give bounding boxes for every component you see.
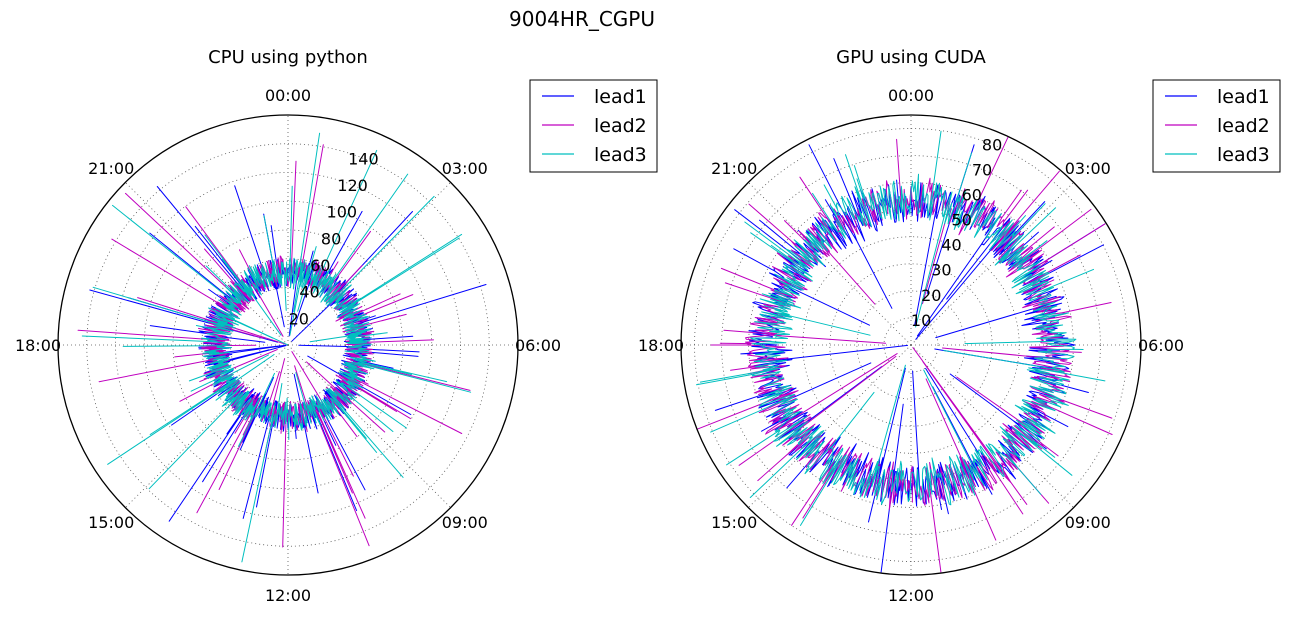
gpu-theta-label: 00:00: [888, 86, 934, 105]
figure-title: 9004HR_CGPU: [509, 7, 655, 31]
cpu-grid-spoke-5: [125, 344, 289, 508]
cpu-legend-box: [529, 79, 658, 173]
cpu-chart-title: CPU using python: [208, 47, 368, 68]
gpu-radial-tick-label: 50: [952, 211, 972, 230]
cpu-polar-panel: CPU using python 00:00 03:00 06:00 09:00 12:…: [15, 47, 658, 605]
cpu-theta-tick-labels: 00:00 03:00 06:00 09:00 12:00 15:00 18:00 21:00: [15, 86, 561, 605]
gpu-legend-box: [1152, 79, 1281, 173]
gpu-theta-label: 06:00: [1138, 336, 1184, 355]
gpu-theta-tick-labels: 00:00 03:00 06:00 09:00 12:00 15:00 18:00 21:00: [638, 86, 1184, 605]
cpu-grid-spoke-3: [287, 344, 451, 508]
cpu-grid-circle-2: [201, 258, 375, 432]
gpu-legend: lead1 lead2 lead3: [1152, 79, 1281, 173]
gpu-radial-tick-label: 30: [931, 261, 951, 280]
cpu-legend-label-lead2: lead2: [594, 115, 647, 137]
cpu-legend-label-lead1: lead1: [594, 86, 647, 108]
gpu-radial-tick-label: 40: [941, 236, 961, 255]
cpu-grid-circle-6: [86, 143, 490, 547]
gpu-radial-tick-label: 10: [911, 311, 931, 330]
gpu-series-group: [696, 130, 1113, 573]
cpu-legend-label-lead3: lead3: [594, 144, 647, 166]
gpu-grid-circle-1: [856, 290, 966, 400]
cpu-radial-tick-label: 20: [289, 309, 309, 328]
cpu-series-lead3: [81, 132, 472, 563]
cpu-polar-frame: [57, 114, 519, 576]
gpu-radial-tick-label: 60: [962, 186, 982, 205]
gpu-grid-circle-6: [721, 155, 1101, 535]
cpu-radial-tick-label: 80: [321, 229, 341, 248]
cpu-theta-label: 00:00: [265, 86, 311, 105]
cpu-radial-tick-label: 40: [299, 283, 319, 302]
cpu-series-group: [77, 132, 487, 563]
gpu-theta-label: 09:00: [1065, 513, 1111, 532]
cpu-radial-tick-label: 100: [327, 203, 358, 222]
cpu-theta-label: 06:00: [515, 336, 561, 355]
gpu-theta-label: 03:00: [1065, 159, 1111, 178]
gpu-grid-circle-2: [829, 263, 993, 427]
gpu-polar-frame: [680, 114, 1142, 576]
cpu-grid-circle-4: [143, 200, 433, 490]
cpu-radial-tick-label: 140: [348, 149, 379, 168]
cpu-grid-circle-3: [172, 229, 404, 461]
cpu-legend: lead1 lead2 lead3: [529, 79, 658, 173]
gpu-legend-label-lead2: lead2: [1217, 115, 1270, 137]
cpu-theta-label: 18:00: [15, 336, 61, 355]
cpu-theta-label: 21:00: [88, 159, 134, 178]
gpu-radial-tick-label: 70: [972, 160, 992, 179]
cpu-theta-label: 09:00: [442, 513, 488, 532]
cpu-theta-label: 12:00: [265, 586, 311, 605]
gpu-theta-label: 15:00: [711, 513, 757, 532]
gpu-theta-label: 12:00: [888, 586, 934, 605]
cpu-radial-tick-labels: 20 40 60 80 100 120 140: [289, 149, 379, 328]
cpu-theta-label: 15:00: [88, 513, 134, 532]
gpu-radial-tick-labels: 10 20 30 40 50 60 70 80: [911, 135, 1002, 330]
cpu-radial-tick-label: 120: [337, 176, 368, 195]
gpu-polar-panel: GPU using CUDA 00:00 03:00 06:00 09:00 12:00…: [638, 47, 1281, 605]
gpu-theta-label: 21:00: [711, 159, 757, 178]
gpu-legend-label-lead1: lead1: [1217, 86, 1270, 108]
gpu-grid-circle-0: [883, 317, 939, 373]
gpu-theta-label: 18:00: [638, 336, 684, 355]
cpu-theta-label: 03:00: [442, 159, 488, 178]
cpu-radial-tick-label: 60: [310, 256, 330, 275]
gpu-radial-tick-label: 20: [921, 286, 941, 305]
gpu-series-lead3: [696, 130, 1106, 526]
gpu-radial-tick-label: 80: [982, 135, 1002, 154]
gpu-chart-title: GPU using CUDA: [836, 47, 986, 68]
gpu-legend-label-lead3: lead3: [1217, 144, 1270, 166]
gpu-grid-circle-5: [748, 182, 1074, 508]
